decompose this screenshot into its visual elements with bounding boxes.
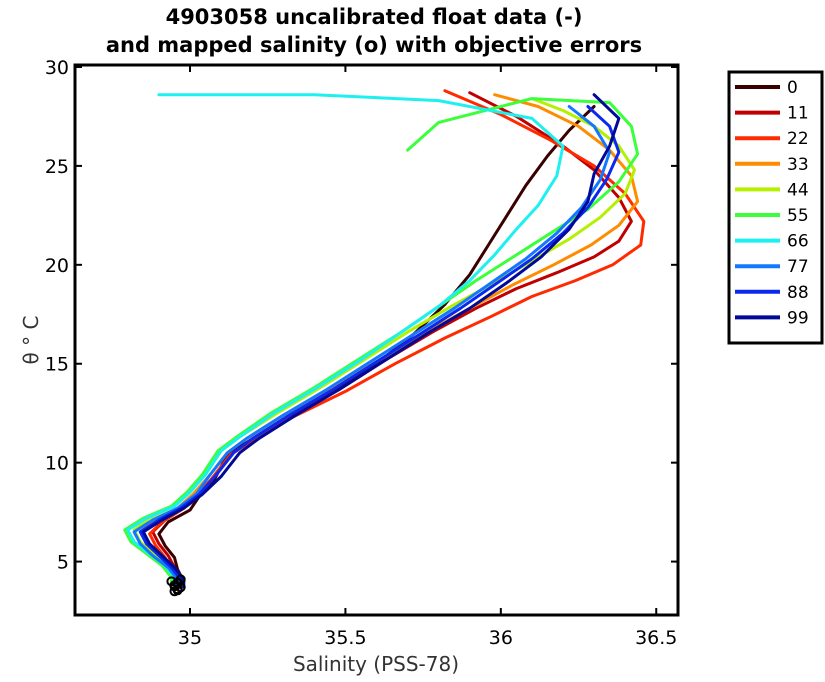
series-line-66 xyxy=(126,93,565,587)
legend-label-33: 33 xyxy=(787,155,809,175)
x-axis-label: Salinity (PSS-78) xyxy=(293,652,459,676)
series-line-77 xyxy=(132,105,612,589)
axes-frame xyxy=(73,63,680,617)
y-tick-label: 10 xyxy=(45,453,69,475)
series-line-99 xyxy=(141,93,621,589)
legend-label-66: 66 xyxy=(787,232,809,252)
x-tick-label: 35 xyxy=(178,627,202,649)
y-tick-label: 15 xyxy=(45,354,69,376)
y-tick-label: 25 xyxy=(45,156,69,178)
legend-box xyxy=(727,70,824,345)
series-line-55 xyxy=(123,97,640,587)
x-axis: 35 35.5 36 36.5 xyxy=(178,65,677,649)
y-axis-label: θ ° C xyxy=(19,316,43,365)
chart-title-line1: 4903058 uncalibrated float data (-) xyxy=(166,5,583,29)
legend-label-88: 88 xyxy=(787,283,809,303)
x-tick-label: 36 xyxy=(489,627,513,649)
chart-title-line2: and mapped salinity (o) with objective e… xyxy=(106,33,642,57)
x-tick-label: 36.5 xyxy=(635,627,677,649)
x-tick-label: 35.5 xyxy=(324,627,366,649)
mapped-salinity-point xyxy=(172,577,183,588)
mapped-salinity-markers xyxy=(166,574,186,597)
legend-label-11: 11 xyxy=(787,104,809,124)
legend-label-22: 22 xyxy=(787,129,809,149)
legend-label-77: 77 xyxy=(787,257,809,277)
legend-label-55: 55 xyxy=(787,206,809,226)
y-tick-label: 20 xyxy=(45,255,69,277)
legend-label-0: 0 xyxy=(787,78,798,98)
y-axis: 5 10 15 20 25 30 xyxy=(45,57,678,574)
legend-label-99: 99 xyxy=(787,308,809,328)
legend-label-44: 44 xyxy=(787,180,809,200)
plot-area xyxy=(123,89,646,591)
series-line-22 xyxy=(148,89,646,591)
y-tick-label: 30 xyxy=(45,57,69,79)
y-tick-label: 5 xyxy=(57,552,69,574)
series-line-88 xyxy=(138,105,621,589)
legend: 0 11 22 33 44 55 66 77 88 99 xyxy=(727,70,824,345)
